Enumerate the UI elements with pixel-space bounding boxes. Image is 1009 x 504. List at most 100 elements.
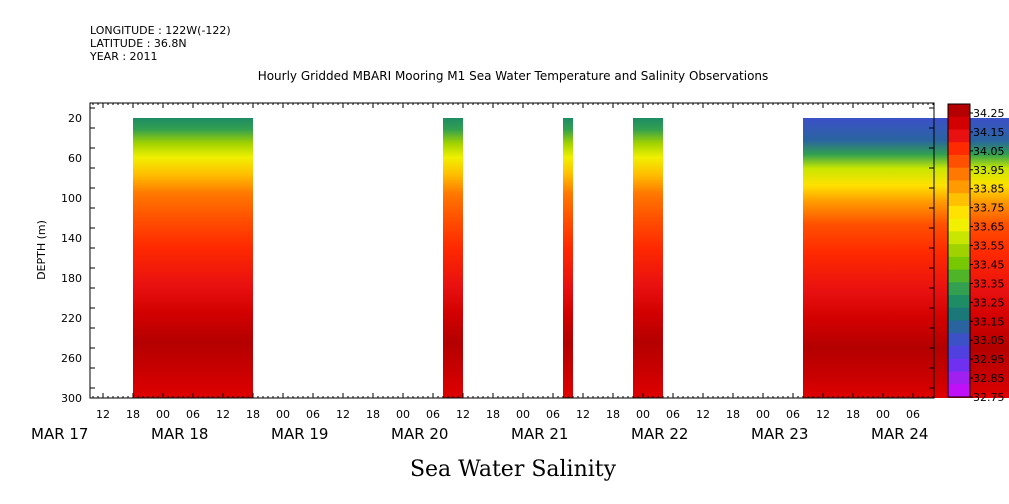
x-tick-label: 18 — [246, 408, 260, 421]
colorbar-swatch — [948, 205, 970, 220]
x-day-label: MAR 23 — [751, 425, 808, 443]
x-tick-label: 06 — [786, 408, 800, 421]
year-label: YEAR : 2011 — [89, 50, 158, 63]
x-tick-label: 06 — [546, 408, 560, 421]
colorbar-swatch — [948, 269, 970, 283]
latitude-label: LATITUDE : 36.8N — [90, 37, 187, 50]
colorbar-swatch — [948, 282, 970, 296]
colorbar-label: 32.85 — [973, 372, 1005, 385]
x-tick-label: 06 — [426, 408, 440, 421]
colorbar-label: 33.25 — [973, 296, 1005, 309]
x-day-label: MAR 24 — [871, 425, 928, 443]
colorbar-swatch — [948, 307, 970, 322]
colorbar: 34.25 34.15 34.05 33.95 33.85 33.75 33.65 33.55… — [947, 103, 1005, 404]
x-tick-label: 12 — [336, 408, 350, 421]
x-tick-label: 12 — [216, 408, 230, 421]
colorbar-swatch — [948, 104, 970, 118]
y-tick-label: 260 — [61, 352, 82, 365]
longitude-label: LONGITUDE : 122W(-122) — [90, 24, 231, 37]
y-tick-label: 100 — [61, 192, 82, 205]
x-tick-label: 00 — [516, 408, 530, 421]
colorbar-label: 33.65 — [973, 221, 1005, 234]
y-tick-label: 180 — [61, 272, 82, 285]
data-segment — [443, 118, 463, 398]
colorbar-swatch — [948, 193, 970, 207]
colorbar-frame — [947, 103, 971, 398]
colorbar-label: 33.95 — [973, 164, 1005, 177]
x-tick-label: 12 — [456, 408, 470, 421]
colorbar-swatch — [948, 142, 970, 156]
colorbar-label: 33.55 — [973, 240, 1005, 253]
y-tick-label: 140 — [61, 232, 82, 245]
x-tick-label: 18 — [486, 408, 500, 421]
colorbar-label: 34.25 — [973, 107, 1005, 120]
colorbar-label: 33.35 — [973, 277, 1005, 290]
x-day-label: MAR 17 — [31, 425, 88, 443]
colorbar-label: 34.15 — [973, 126, 1005, 139]
colorbar-label: 32.75 — [973, 391, 1005, 404]
colorbar-label: 32.95 — [973, 353, 1005, 366]
x-tick-label: 06 — [186, 408, 200, 421]
data-segment — [633, 118, 663, 398]
colorbar-swatch — [948, 154, 970, 169]
colorbar-swatch — [948, 295, 970, 309]
data-segment — [563, 118, 573, 398]
x-tick-label: 00 — [756, 408, 770, 421]
x-tick-label: 18 — [726, 408, 740, 421]
x-tick-label: 18 — [366, 408, 380, 421]
x-axis: 12 18 00 06 12 18 00 06 12 18 00 06 12 18 00 06 12 18 00 06… — [31, 103, 934, 443]
colorbar-label: 33.15 — [973, 315, 1005, 328]
colorbar-swatch — [948, 371, 970, 385]
y-tick-label: 300 — [61, 392, 82, 405]
x-tick-label: 12 — [696, 408, 710, 421]
chart-title: Hourly Gridded MBARI Mooring M1 Sea Wate… — [258, 69, 769, 83]
x-tick-label: 00 — [876, 408, 890, 421]
colorbar-swatch — [948, 180, 970, 194]
chart-caption: Sea Water Salinity — [410, 457, 617, 482]
x-day-label: MAR 19 — [271, 425, 328, 443]
x-day-label: MAR 22 — [631, 425, 688, 443]
x-tick-label: 18 — [606, 408, 620, 421]
colorbar-swatch — [948, 218, 970, 232]
x-tick-label: 06 — [306, 408, 320, 421]
colorbar-swatch — [948, 231, 970, 245]
colorbar-label: 33.45 — [973, 258, 1005, 271]
x-day-label: MAR 18 — [151, 425, 208, 443]
x-tick-label: 06 — [906, 408, 920, 421]
x-tick-label: 18 — [846, 408, 860, 421]
x-tick-label: 18 — [126, 408, 140, 421]
colorbar-swatch — [948, 358, 970, 373]
x-tick-label: 00 — [156, 408, 170, 421]
x-tick-label: 12 — [576, 408, 590, 421]
x-tick-label: 00 — [636, 408, 650, 421]
colorbar-label: 33.75 — [973, 202, 1005, 215]
x-tick-label: 00 — [276, 408, 290, 421]
colorbar-label: 34.05 — [973, 145, 1005, 158]
data-segment — [803, 118, 1009, 398]
y-tick-label: 20 — [68, 112, 82, 125]
x-tick-label: 00 — [396, 408, 410, 421]
colorbar-swatch — [948, 129, 970, 143]
x-tick-label: 12 — [96, 408, 110, 421]
colorbar-swatch — [948, 116, 970, 130]
colorbar-swatch — [948, 244, 970, 258]
x-tick-label: 12 — [816, 408, 830, 421]
x-day-label: MAR 21 — [511, 425, 568, 443]
y-axis-label: DEPTH (m) — [35, 220, 48, 280]
plot-frame — [89, 102, 935, 399]
colorbar-swatch — [948, 320, 970, 334]
y-axis: 20 60 100 140 180 220 260 300 — [61, 107, 934, 405]
x-tick-label: 06 — [666, 408, 680, 421]
colorbar-swatch — [948, 333, 970, 347]
plot-area — [89, 102, 1009, 399]
y-tick-label: 220 — [61, 312, 82, 325]
colorbar-swatch — [948, 167, 970, 181]
x-day-label: MAR 20 — [391, 425, 448, 443]
colorbar-swatch — [948, 256, 970, 271]
colorbar-swatch — [948, 384, 970, 398]
colorbar-label: 33.05 — [973, 334, 1005, 347]
y-tick-label: 60 — [68, 152, 82, 165]
colorbar-label: 33.85 — [973, 183, 1005, 196]
data-segment — [133, 118, 253, 398]
